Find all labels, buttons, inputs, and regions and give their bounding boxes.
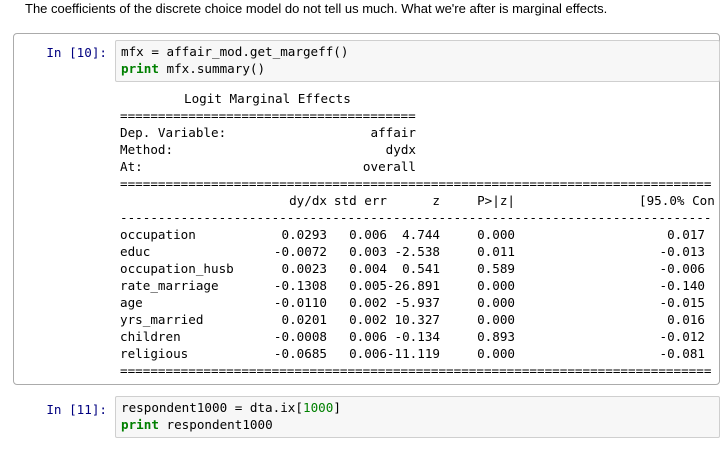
info-value: affair: [370, 125, 417, 140]
cell-output-10: Logit Marginal Effects =================…: [120, 90, 718, 380]
info-value: overall: [362, 159, 416, 174]
row-variable-name: age: [120, 295, 143, 310]
rule-double: ========================================…: [120, 176, 712, 191]
code-input-10[interactable]: mfx = affair_mod.get_margeff() print mfx…: [115, 40, 720, 82]
row-variable-name: religious: [120, 346, 189, 361]
row-variable-name: occupation_husb: [120, 261, 234, 276]
row-variable-name: yrs_married: [120, 312, 204, 327]
row-value: -0.134: [394, 329, 441, 344]
row-value: -0.1308: [273, 278, 327, 293]
row-value: 0.000: [477, 278, 515, 293]
info-label: Dep. Variable:: [120, 125, 227, 140]
row-value: -11.119: [386, 346, 440, 361]
markdown-text: The coefficients of the discrete choice …: [25, 1, 608, 16]
row-value: -0.081: [659, 346, 706, 361]
rule-dashed: ----------------------------------------…: [120, 210, 712, 225]
keyword-print: print: [121, 61, 159, 76]
row-value: 0.011: [477, 244, 515, 259]
row-value: 0.002: [349, 295, 387, 310]
row-value: -0.015: [659, 295, 706, 310]
row-value: 0.006: [349, 329, 387, 344]
keyword-print: print: [121, 417, 159, 432]
row-value: 0.005: [349, 278, 387, 293]
row-value: 0.541: [402, 261, 440, 276]
summary-title: Logit Marginal Effects: [184, 91, 351, 106]
row-value: 0.0023: [281, 261, 328, 276]
row-value: 0.004: [349, 261, 387, 276]
rule-double: ========================================…: [120, 363, 712, 378]
row-value: 0.002: [349, 312, 387, 327]
row-value: -0.006: [659, 261, 706, 276]
column-header: P>|z|: [477, 193, 515, 208]
input-prompt-11: In [11]:: [46, 402, 107, 417]
column-header: z: [432, 193, 440, 208]
row-variable-name: educ: [120, 244, 151, 259]
code-line: mfx = affair_mod.get_margeff(): [121, 44, 349, 59]
row-value: 0.016: [667, 312, 705, 327]
number-literal: 1000: [302, 400, 334, 415]
code-line: respondent1000 = dta.ix[: [121, 400, 303, 415]
row-value: 0.0201: [281, 312, 328, 327]
row-value: 0.000: [477, 346, 515, 361]
code-line: mfx.summary(): [158, 61, 266, 76]
row-value: 0.000: [477, 312, 515, 327]
info-value: dydx: [385, 142, 416, 157]
input-prompt-10: In [10]:: [46, 45, 107, 60]
rule-double: =======================================: [120, 108, 416, 123]
row-value: 0.0293: [281, 227, 328, 242]
code-line: respondent1000: [158, 417, 273, 432]
row-value: -0.0110: [273, 295, 327, 310]
row-value: 0.000: [477, 295, 515, 310]
row-value: -2.538: [394, 244, 441, 259]
row-variable-name: rate_marriage: [120, 278, 219, 293]
row-value: -0.012: [659, 329, 706, 344]
row-value: -0.0072: [273, 244, 327, 259]
row-value: 0.006: [349, 227, 387, 242]
code-input-11[interactable]: respondent1000 = dta.ix[1000] print resp…: [115, 396, 720, 438]
row-variable-name: occupation: [120, 227, 196, 242]
row-value: -0.0685: [273, 346, 327, 361]
row-value: -0.013: [659, 244, 706, 259]
column-header: dy/dx: [289, 193, 327, 208]
row-value: 0.006: [349, 346, 387, 361]
row-value: 0.017: [667, 227, 705, 242]
row-variable-name: children: [120, 329, 181, 344]
code-line: ]: [333, 400, 341, 415]
row-value: 0.003: [349, 244, 387, 259]
row-value: 0.893: [477, 329, 515, 344]
row-value: 0.589: [477, 261, 515, 276]
row-value: 0.000: [477, 227, 515, 242]
column-header: [95.0% Con: [639, 193, 715, 208]
row-value: -0.140: [659, 278, 706, 293]
info-label: Method:: [120, 142, 174, 157]
row-value: -26.891: [386, 278, 440, 293]
row-value: -5.937: [394, 295, 441, 310]
info-label: At:: [120, 159, 143, 174]
column-header: std err: [333, 193, 387, 208]
row-value: 4.744: [402, 227, 440, 242]
row-value: 10.327: [394, 312, 441, 327]
row-value: -0.0008: [273, 329, 327, 344]
